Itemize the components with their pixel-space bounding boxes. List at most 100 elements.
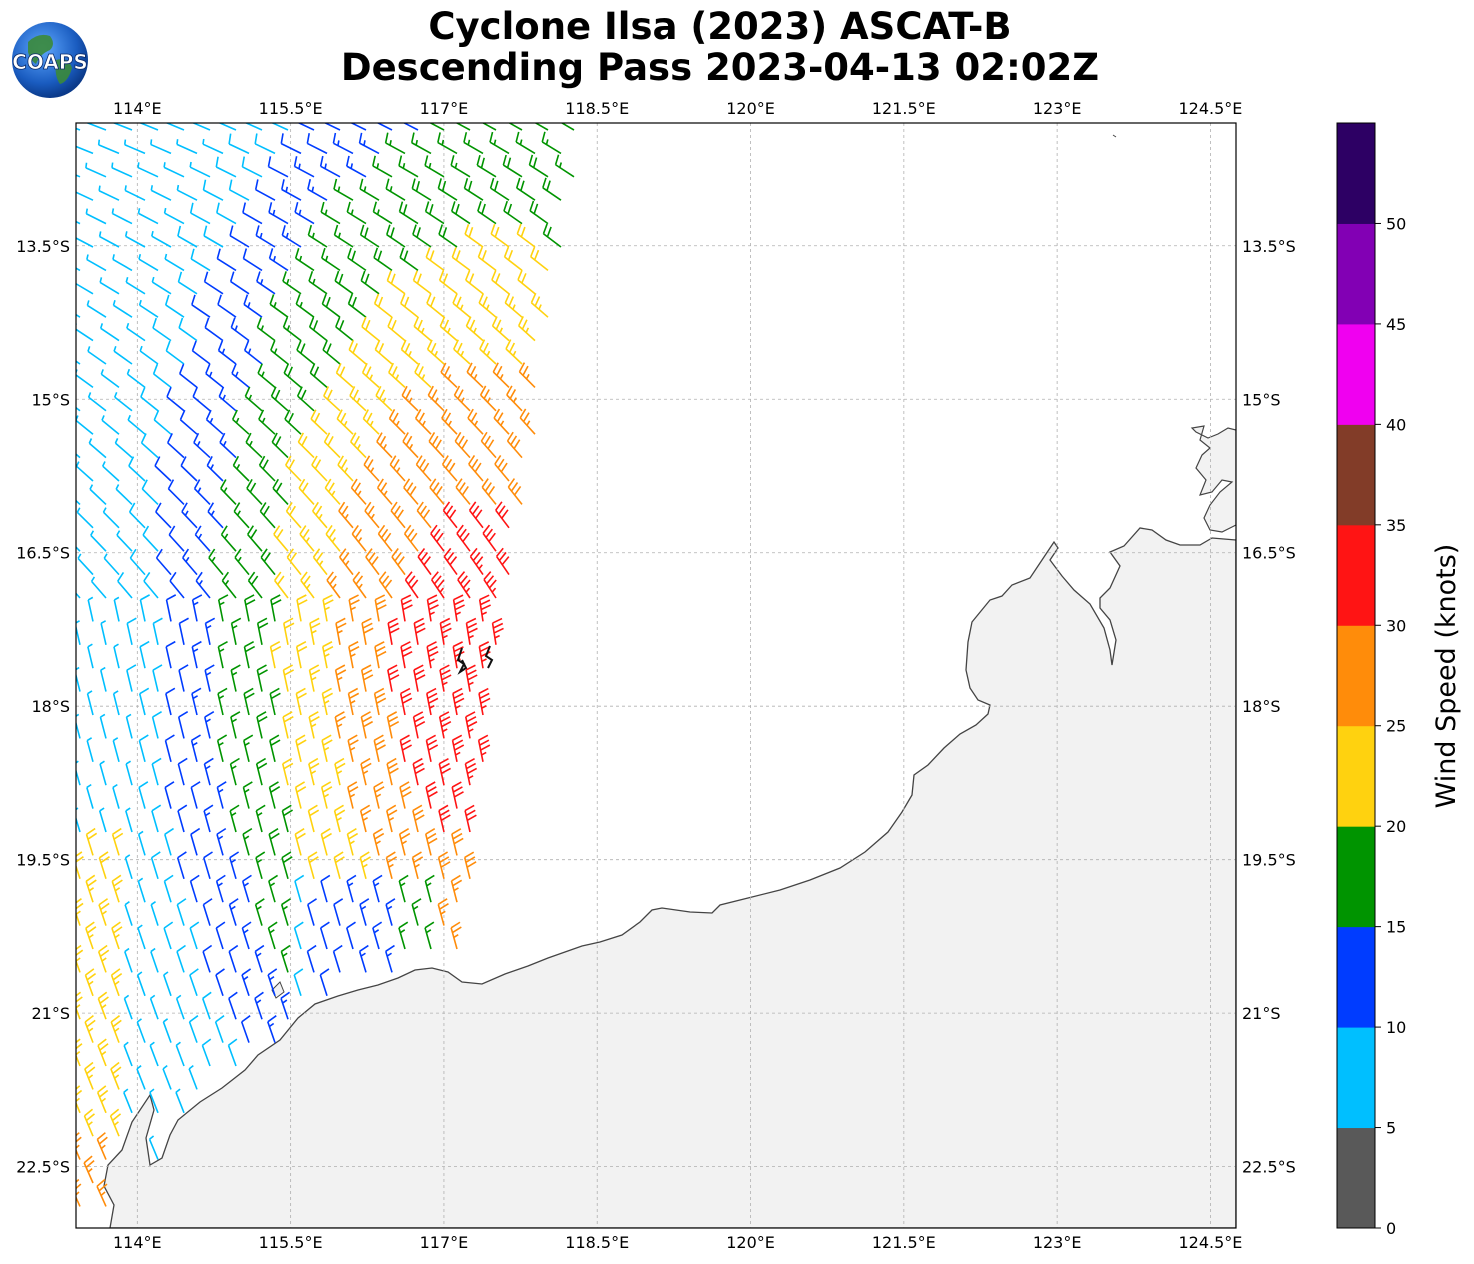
wind-barb (373, 687, 387, 716)
wind-barb (347, 687, 360, 716)
wind-barb (139, 640, 150, 669)
wind-barb (256, 711, 268, 739)
lon-tick-label: 118.5°E (565, 99, 629, 118)
wind-barb (178, 617, 189, 645)
wind-barb (191, 687, 202, 716)
wind-barb (374, 641, 387, 669)
wind-barb (398, 828, 411, 856)
wind-barb (89, 484, 107, 505)
colorbar-tick-label: 30 (1386, 616, 1406, 635)
wind-barb (150, 901, 159, 926)
colorbar-label: Wind Speed (knots) (1431, 544, 1462, 809)
wind-barb (346, 874, 357, 903)
wind-barb (281, 757, 294, 786)
kimberley-coast (1190, 425, 1236, 533)
wind-barb (216, 202, 237, 225)
wind-barb (204, 664, 215, 692)
wind-barb (413, 617, 426, 645)
wind-barb (424, 155, 445, 178)
wind-barb (403, 478, 419, 505)
wind-barb (215, 156, 237, 178)
wind-barb (139, 345, 159, 365)
wind-barb (87, 346, 107, 365)
wind-barb (478, 641, 491, 669)
wind-barb (320, 874, 331, 903)
wind-barb (404, 571, 419, 599)
wind-barb (451, 247, 471, 272)
wind-barb (455, 123, 471, 131)
wind-barb (295, 734, 307, 762)
wind-barb (414, 408, 432, 435)
wind-barb (242, 248, 263, 272)
wind-barb (334, 757, 346, 786)
wind-barb (401, 385, 419, 412)
lon-labels-bottom: 114°E 115.5°E 117°E 118.5°E 120°E 121.5°E 123°… (113, 1233, 1242, 1252)
wind-barb (312, 548, 328, 576)
wind-barb (358, 132, 380, 155)
wind-barb (346, 921, 356, 950)
wind-barb (338, 501, 354, 529)
wind-barb (336, 409, 354, 435)
wind-barb (268, 827, 280, 856)
wind-barb (293, 921, 304, 950)
wind-barb (191, 594, 203, 622)
wind-barb (217, 340, 237, 365)
lat-tick-label: 16.5°S (16, 544, 70, 563)
wind-barb (412, 270, 432, 295)
wind-barb (411, 851, 424, 879)
wind-barb (285, 501, 302, 529)
wind-barb (128, 456, 146, 482)
wind-barb (242, 781, 253, 809)
wind-barb (363, 455, 380, 482)
wind-barb (124, 185, 146, 201)
wind-barb (320, 201, 341, 225)
lon-tick-label: 118.5°E (565, 1233, 629, 1252)
wind-barb (85, 874, 97, 903)
wind-barb (373, 293, 393, 318)
wind-barb (481, 123, 497, 131)
wind-barb (113, 346, 133, 365)
wind-barb (427, 385, 445, 412)
wind-barb (299, 525, 315, 552)
island (1112, 134, 1117, 138)
wind-barb (86, 783, 94, 809)
wind-barb (372, 874, 383, 903)
wind-barb (162, 1018, 172, 1043)
lon-tick-label: 123°E (1033, 1233, 1082, 1252)
wind-barb (507, 478, 523, 505)
wind-barb (483, 571, 497, 599)
wind-barb (136, 1065, 146, 1090)
wind-barb (205, 409, 224, 435)
wind-barb (216, 248, 237, 272)
wind-barb (319, 968, 330, 997)
wind-barb (294, 248, 315, 272)
wind-barb (529, 246, 549, 272)
wind-barb (542, 177, 562, 201)
wind-barb (207, 502, 224, 529)
land-mass (103, 527, 1236, 1228)
wind-barb (99, 760, 107, 786)
wind-barb (439, 316, 458, 342)
wind-barb (542, 223, 562, 248)
lat-tick-label: 19.5°S (1242, 851, 1296, 870)
colorbar-bin (1337, 1027, 1375, 1129)
lat-tick-label: 19.5°S (16, 851, 70, 870)
lon-tick-label: 115.5°E (259, 99, 323, 118)
wind-barb (402, 432, 419, 459)
wind-barb (231, 363, 250, 389)
wind-barb (465, 316, 484, 342)
wind-barb (85, 208, 107, 225)
wind-barb (191, 640, 202, 669)
wind-barb (321, 734, 333, 762)
wind-barb (228, 944, 239, 973)
wind-barb (437, 178, 458, 201)
wind-barb (517, 316, 536, 342)
colorbar-tick-label: 35 (1386, 516, 1406, 535)
wind-barb (221, 571, 237, 599)
wind-barb (246, 478, 263, 505)
gridlines (76, 123, 1236, 1228)
wind-barb (124, 901, 133, 926)
wind-barb (360, 664, 374, 692)
wind-barb (285, 455, 302, 482)
wind-barb (98, 185, 120, 201)
